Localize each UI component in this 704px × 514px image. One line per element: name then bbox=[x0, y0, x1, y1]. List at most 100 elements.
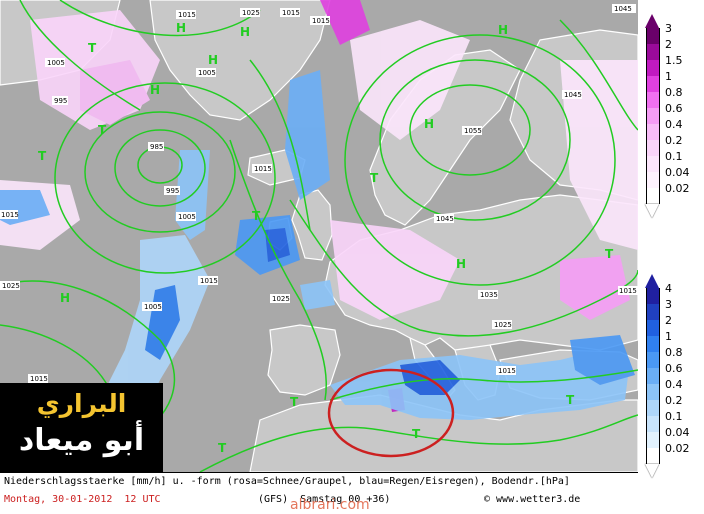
watermark: albrari.com bbox=[290, 497, 370, 513]
isobars bbox=[0, 0, 638, 472]
pressure-label: 1025 bbox=[242, 9, 260, 17]
rain-area-med-core bbox=[400, 360, 460, 395]
isobar-east bbox=[559, 19, 638, 131]
pressure-label: 1015 bbox=[200, 277, 218, 285]
pressure-system-letter: H bbox=[176, 21, 186, 35]
legend-rain-label: 2 bbox=[665, 314, 672, 327]
pressure-system-letter: T bbox=[38, 149, 47, 163]
footer-description: Niederschlagsstaerke [mm/h] u. -form (ro… bbox=[4, 476, 570, 487]
legend-snow-label: 1 bbox=[665, 70, 672, 83]
map-canvas: 1015 1005 1015 1005 995 985 995 1005 101… bbox=[0, 0, 638, 472]
pressure-label: 1045 bbox=[436, 215, 454, 223]
isobar-med-1015 bbox=[329, 369, 638, 401]
legend-snow-swatch bbox=[646, 76, 660, 92]
isobar-arctic bbox=[59, 0, 261, 37]
legend-snow-swatch bbox=[646, 172, 660, 188]
logo-line-2: أبو ميعاد bbox=[18, 423, 145, 458]
isobar-low-1005 bbox=[84, 111, 236, 233]
pressure-label: 995 bbox=[166, 187, 179, 195]
legend-snow-swatch bbox=[646, 44, 660, 60]
pressure-label: 1045 bbox=[614, 5, 632, 13]
pressure-system-letter: T bbox=[566, 393, 575, 407]
legend-snow-label: 0.6 bbox=[665, 102, 683, 115]
legend-rain-label: 3 bbox=[665, 298, 672, 311]
footer: Niederschlagsstaerke [mm/h] u. -form (ro… bbox=[0, 472, 638, 514]
pressure-system-letter: H bbox=[456, 257, 466, 271]
legend-rain-swatch bbox=[646, 336, 660, 352]
legend-rain-swatch bbox=[646, 432, 660, 448]
legend-snow-label: 0.8 bbox=[665, 86, 683, 99]
legend-rain-swatch bbox=[646, 416, 660, 432]
pressure-label: 1005 bbox=[198, 69, 216, 77]
pressure-labels: 1015 1005 1015 1005 995 985 995 1005 101… bbox=[0, 4, 638, 383]
isobar-high-1045 bbox=[379, 59, 571, 221]
pressure-label: 1015 bbox=[178, 11, 196, 19]
pressure-label: 1015 bbox=[498, 367, 516, 375]
legend-snow-swatch bbox=[646, 92, 660, 108]
legend-rain-label: 0.6 bbox=[665, 362, 683, 375]
legend-rain-swatch bbox=[646, 368, 660, 384]
pressure-label: 1025 bbox=[2, 282, 20, 290]
legend-rain-label: 0.8 bbox=[665, 346, 683, 359]
pressure-label: 1015 bbox=[30, 375, 48, 383]
pressure-system-letter: T bbox=[412, 427, 421, 441]
pressure-system-letter: T bbox=[252, 209, 261, 223]
pressure-system-letter: H bbox=[498, 23, 508, 37]
legend-rain-label: 0.04 bbox=[665, 426, 690, 439]
british-isles bbox=[291, 189, 333, 261]
pressure-label: 1015 bbox=[1, 211, 19, 219]
pressure-system-letter: H bbox=[424, 117, 434, 131]
legend-snow-swatch bbox=[646, 28, 660, 44]
iberia bbox=[267, 324, 341, 396]
isobar-atlantic-1015 bbox=[0, 324, 111, 391]
logo-line-1: البراري bbox=[36, 389, 127, 418]
pressure-system-letter: H bbox=[240, 25, 250, 39]
logo: البراري أبو ميعاد bbox=[0, 383, 163, 472]
legend-rain-label: 4 bbox=[665, 282, 672, 295]
pressure-label: 1005 bbox=[178, 213, 196, 221]
legend-rain-swatch bbox=[646, 320, 660, 336]
legend-rain-swatch bbox=[646, 352, 660, 368]
legend-rain-label: 1 bbox=[665, 330, 672, 343]
weather-map: 1015 1005 1015 1005 995 985 995 1005 101… bbox=[0, 0, 638, 472]
pressure-label: 1055 bbox=[464, 127, 482, 135]
snow-area-greenland-core bbox=[80, 60, 150, 125]
legend-rain-swatch bbox=[646, 448, 660, 464]
pressure-label: 995 bbox=[54, 97, 67, 105]
pressure-system-letter: T bbox=[290, 395, 299, 409]
pressure-system-letter: T bbox=[605, 247, 614, 261]
isobar-low-985 bbox=[137, 146, 183, 184]
legend-snow-label: 0.4 bbox=[665, 118, 683, 131]
pressure-label: 1015 bbox=[282, 9, 300, 17]
legend-snow-swatch bbox=[646, 124, 660, 140]
legend-snow-swatch bbox=[646, 60, 660, 76]
legend-snow-label: 0.1 bbox=[665, 150, 683, 163]
legend-snow-label: 0.02 bbox=[665, 182, 690, 195]
pressure-systems: H H H H T T T H T H H T T T T T T H bbox=[38, 21, 614, 455]
footer-copyright: © www.wetter3.de bbox=[484, 494, 581, 505]
legend-snow-label: 3 bbox=[665, 22, 672, 35]
pressure-label: 1045 bbox=[564, 91, 582, 99]
isobar-europe-1025 bbox=[289, 199, 638, 337]
isobar-low-995 bbox=[114, 129, 206, 207]
legend-rain-swatch bbox=[646, 304, 660, 320]
pressure-system-letter: H bbox=[60, 291, 70, 305]
pressure-label: 1015 bbox=[254, 165, 272, 173]
isobar-africa-1015 bbox=[199, 414, 638, 472]
legend-snow-label: 0.2 bbox=[665, 134, 683, 147]
pressure-label: 1005 bbox=[144, 303, 162, 311]
isobar-north-1005 bbox=[19, 0, 141, 111]
legend-snow-label: 2 bbox=[665, 38, 672, 51]
legend-rain-label: 0.2 bbox=[665, 394, 683, 407]
snow-area-russia bbox=[560, 60, 638, 250]
pressure-label: 1015 bbox=[312, 17, 330, 25]
legend-rain-swatch bbox=[646, 384, 660, 400]
legend-snow-label: 0.04 bbox=[665, 166, 690, 179]
snow-area-scandinavia bbox=[350, 20, 470, 140]
snow-area-scand-core bbox=[320, 0, 370, 45]
legend-rain-label: 0.4 bbox=[665, 378, 683, 391]
pressure-system-letter: T bbox=[98, 123, 107, 137]
pressure-system-letter: T bbox=[88, 41, 97, 55]
rain-area-norway-coast bbox=[285, 70, 330, 200]
rain-area-uk-core bbox=[265, 228, 290, 262]
